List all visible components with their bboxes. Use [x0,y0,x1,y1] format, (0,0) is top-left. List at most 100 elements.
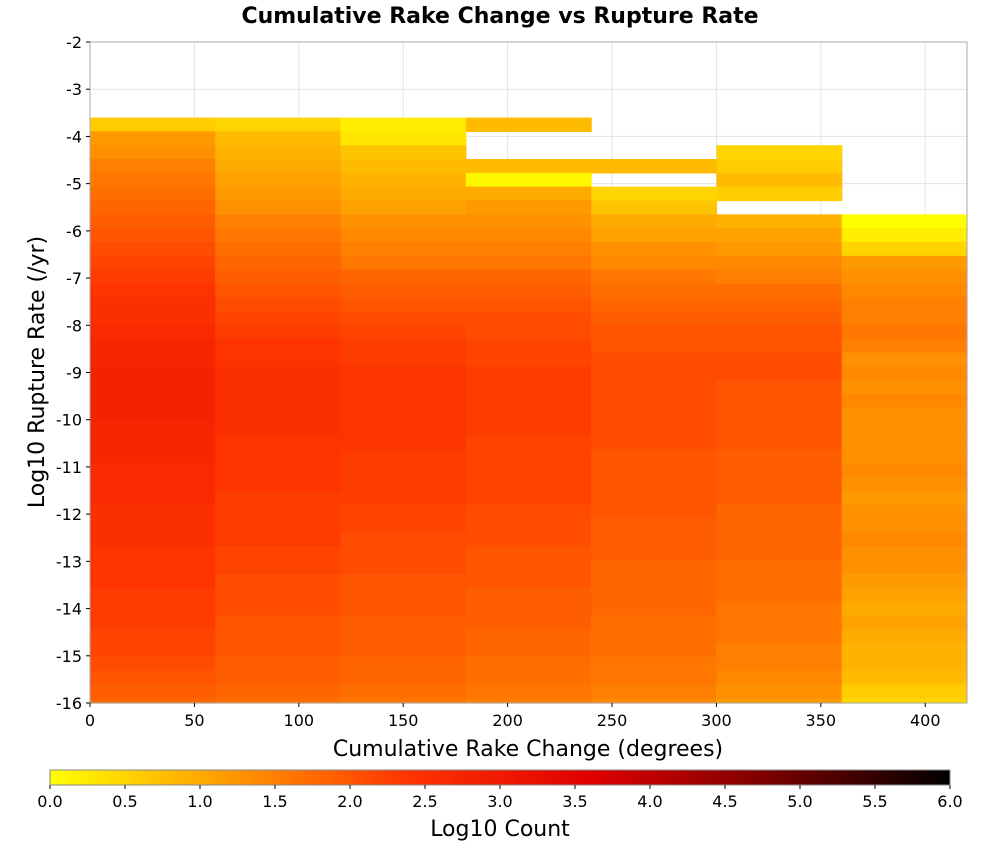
heatmap-cell [215,255,342,271]
heatmap-cell [340,394,467,409]
x-tick-label: 50 [184,711,204,730]
heatmap-cell [90,407,216,423]
heatmap-cell [591,159,718,174]
heatmap-cell [465,297,592,312]
heatmap-cell [215,407,342,423]
heatmap-cell [841,490,968,506]
heatmap-cell [591,297,718,312]
heatmap-cell [465,560,592,575]
heatmap-cell [340,214,467,229]
heatmap-cell [215,698,342,704]
heatmap-cell [90,587,216,603]
heatmap-cell [90,172,216,188]
heatmap-cell [841,643,968,658]
heatmap-cell [465,394,592,409]
heatmap-cell [340,269,467,285]
heatmap-cell [716,366,843,381]
heatmap-cell [90,338,216,354]
heatmap-cell [465,601,592,616]
heatmap-cell [340,283,467,298]
heatmap-cell [465,186,592,202]
heatmap-cell [716,546,843,561]
heatmap-cell [215,435,342,451]
heatmap-cell [591,463,718,478]
heatmap-cell [90,518,216,534]
heatmap-cell [841,573,968,589]
heatmap-cell [591,560,718,575]
heatmap-cell [841,532,968,547]
heatmap-cell [591,435,718,451]
heatmap-cell [340,643,467,658]
heatmap-cell [716,504,843,520]
heatmap-cell [465,463,592,478]
heatmap-cell [340,366,467,381]
heatmap-cell [90,228,216,243]
heatmap-cell [465,214,592,229]
heatmap-cell [591,311,718,326]
heatmap-cell [841,601,968,616]
heatmap-cell [465,587,592,603]
heatmap-cell [716,145,843,160]
heatmap-cell [465,269,592,285]
heatmap-cell [90,463,216,478]
heatmap-cell [716,463,843,478]
heatmap-cell [340,228,467,243]
heatmap-cell [215,324,342,340]
heatmap-cell [716,435,843,451]
heatmap-cell [465,698,592,704]
heatmap-cell [465,407,592,423]
heatmap-cell [591,421,718,437]
x-tick-label: 0 [85,711,95,730]
heatmap-cell [90,159,216,174]
heatmap-cell [465,490,592,506]
heatmap-cell [716,698,843,704]
heatmap-cell [841,338,968,354]
heatmap-cell [591,338,718,354]
heatmap-cell [465,629,592,644]
colorbar [49,769,951,786]
heatmap-cell [716,601,843,616]
heatmap-cell [716,311,843,326]
heatmap-cell [841,463,968,478]
heatmap-cell [215,573,342,589]
heatmap-cell [340,421,467,437]
heatmap-cell [215,283,342,298]
heatmap-cell [90,117,216,132]
heatmap-cell [591,186,718,202]
heatmap-cell [90,145,216,160]
heatmap-cell [465,338,592,354]
heatmap-cell [340,532,467,547]
heatmap-cell [716,159,843,174]
heatmap-cell [716,338,843,354]
heatmap-cell [716,643,843,658]
heatmap-cell [591,532,718,547]
heatmap-cell [716,490,843,506]
heatmap-cell [340,698,467,704]
heatmap-cell [591,366,718,381]
heatmap-cell [215,352,342,368]
heatmap-cell [340,587,467,603]
heatmap-cell [340,311,467,326]
heatmap-cell [90,504,216,520]
heatmap-cell [841,421,968,437]
heatmap-cell [591,449,718,464]
heatmap-cell [841,477,968,492]
heatmap-cell [90,186,216,202]
heatmap-cell [841,352,968,368]
heatmap-cell [591,601,718,616]
heatmap-cell [465,656,592,672]
heatmap-cell [591,573,718,589]
heatmap-cell [465,477,592,492]
heatmap-cell [340,117,467,132]
y-tick-label: -4 [66,127,82,146]
colorbar-tick-label: 1.0 [187,792,212,811]
heatmap-cell [215,366,342,381]
heatmap-cell [591,200,718,215]
heatmap-cell [215,629,342,644]
heatmap-cell [215,228,342,243]
heatmap-cell [841,615,968,630]
heatmap-cell [465,366,592,381]
heatmap-cell [591,684,718,699]
heatmap-cell [716,421,843,437]
heatmap-cell [716,477,843,492]
